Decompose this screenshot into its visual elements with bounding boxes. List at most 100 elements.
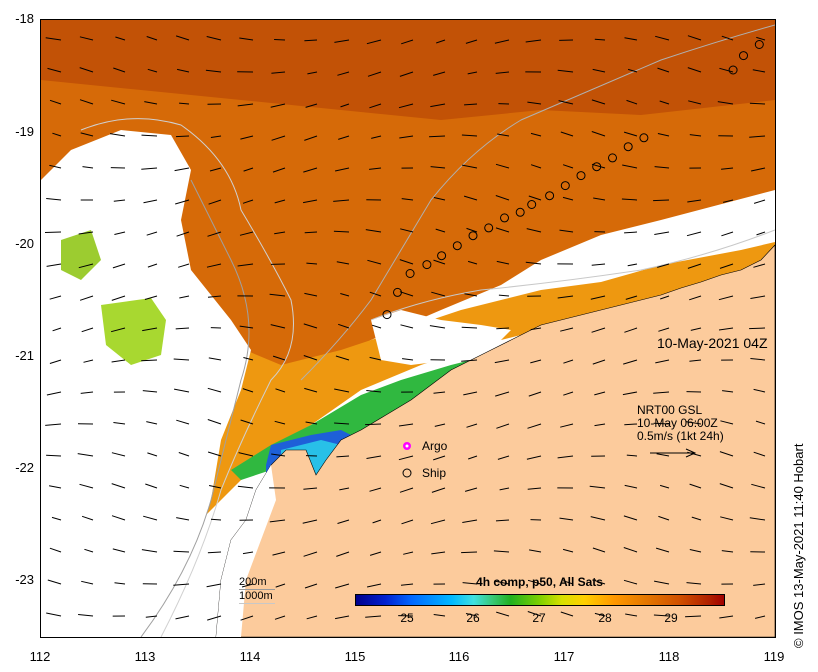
current-vector	[562, 580, 574, 585]
sst-map[interactable]	[40, 19, 776, 638]
current-vector	[398, 423, 414, 427]
current-vector	[750, 295, 766, 299]
current-vector	[305, 421, 318, 425]
current-vector	[719, 483, 734, 489]
current-vector	[272, 167, 286, 173]
current-vector	[591, 163, 606, 169]
current-vector	[594, 423, 606, 427]
x-tick-label: 113	[134, 649, 156, 664]
current-vector	[430, 103, 446, 108]
current-vector	[334, 167, 350, 172]
argo-label: Argo	[422, 439, 448, 453]
sst-west-patch	[101, 298, 166, 365]
current-vector	[656, 453, 670, 457]
current-vector	[659, 484, 670, 489]
current-vector	[687, 263, 702, 269]
current-vector	[627, 68, 638, 73]
colorbar-title: 4h comp, p50, All Sats	[476, 575, 603, 589]
current-vector	[369, 487, 382, 492]
current-vector	[527, 423, 542, 429]
current-vector	[45, 37, 62, 41]
contour-1000m	[80, 118, 294, 637]
current-vector	[721, 167, 734, 170]
current-vector	[495, 519, 510, 522]
current-vector	[82, 166, 94, 169]
current-vector	[557, 69, 574, 73]
current-vector	[530, 164, 542, 169]
current-vector	[499, 487, 510, 491]
current-vector	[721, 35, 734, 41]
current-vector	[208, 357, 222, 361]
y-tick-label: -20	[15, 236, 34, 251]
ship-position-marker	[515, 207, 525, 217]
current-vector	[275, 583, 286, 588]
current-vector	[718, 295, 734, 301]
current-vector	[269, 293, 286, 297]
current-vector	[627, 263, 638, 267]
colorbar-label: 25	[400, 611, 414, 625]
current-vector	[237, 103, 254, 107]
land-cape-shadow	[216, 465, 276, 637]
current-vector	[269, 519, 286, 523]
current-vector	[141, 134, 158, 137]
current-vector	[750, 167, 766, 172]
current-vector	[178, 452, 190, 457]
current-vector	[207, 419, 222, 425]
current-vector	[274, 39, 286, 41]
current-vector	[753, 583, 766, 586]
argo-legend: Argo	[400, 439, 447, 453]
current-vector	[240, 615, 254, 621]
current-vector	[304, 387, 318, 393]
current-vector	[749, 327, 766, 330]
current-vector	[465, 613, 478, 617]
current-vector	[337, 71, 350, 76]
current-vector	[400, 228, 414, 233]
current-vector	[496, 260, 510, 265]
current-vector	[142, 390, 158, 393]
current-vector	[372, 519, 382, 524]
ship-position-marker	[393, 287, 402, 297]
current-vector	[658, 515, 670, 521]
current-vector	[429, 135, 446, 138]
current-vector	[146, 36, 158, 41]
ship-position-marker	[437, 251, 447, 261]
current-vector	[47, 67, 62, 73]
current-vector	[111, 295, 126, 301]
current-vector	[206, 583, 222, 588]
current-vector	[49, 485, 62, 489]
current-vector	[398, 103, 414, 109]
current-vector	[176, 231, 190, 237]
current-vector	[461, 134, 478, 137]
current-vector	[207, 387, 222, 393]
colorbar-label: 27	[532, 611, 546, 625]
current-vector	[81, 327, 94, 333]
ship-position-marker	[592, 162, 602, 172]
current-vector	[623, 131, 638, 137]
current-vector	[402, 358, 414, 361]
current-vector	[496, 423, 510, 429]
current-vector	[78, 231, 94, 235]
current-vector	[207, 295, 222, 298]
current-vector	[495, 71, 510, 74]
current-vector	[527, 101, 542, 105]
current-legend: NRT00 GSL 10-May 06:00Z 0.5m/s (1kt 24h)	[637, 404, 724, 443]
current-vector	[145, 615, 158, 618]
current-vector	[111, 483, 126, 489]
current-vector	[174, 388, 190, 393]
current-vector	[434, 423, 446, 427]
current-vector	[302, 519, 318, 524]
current-vector	[79, 483, 94, 489]
current-vector	[79, 67, 94, 73]
current-vector	[591, 327, 606, 333]
current-vector	[657, 67, 670, 73]
date-label: 10-May-2021 04Z	[657, 335, 768, 351]
current-vector	[80, 391, 94, 394]
ship-position-marker	[527, 200, 537, 209]
current-vector	[366, 455, 382, 459]
current-vector	[79, 99, 94, 105]
ship-position-marker	[382, 310, 392, 320]
current-vector	[530, 132, 542, 137]
current-vector	[653, 422, 670, 425]
current-vector	[717, 101, 734, 105]
current-vector	[207, 451, 222, 457]
